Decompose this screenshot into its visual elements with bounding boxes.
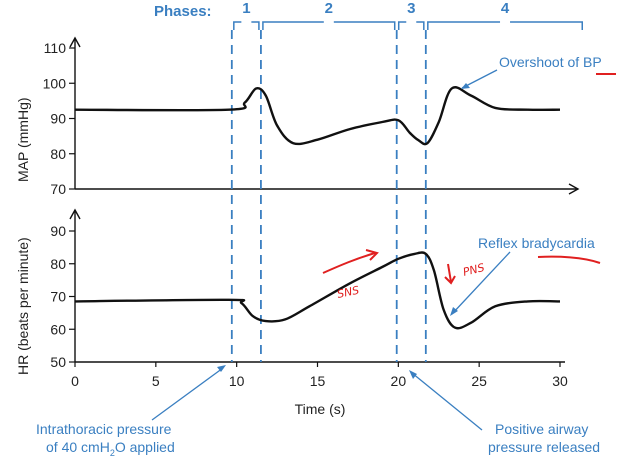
release-arrowhead: [409, 370, 417, 379]
hr-y-tick-label: 80: [50, 256, 66, 272]
phases-label: Phases:: [154, 3, 212, 20]
red-arrow-sns: [322, 252, 376, 274]
hr-y-tick-label: 70: [50, 289, 66, 305]
red-arrow-pns: [444, 263, 456, 285]
bradycardia-arrowhead: [450, 307, 458, 316]
x-tick-label: 0: [71, 373, 79, 389]
x-tick-label: 25: [471, 373, 487, 389]
intrathoracic-line2: of 40 cmH2O applied: [46, 439, 175, 458]
handwritten-sns: SNS: [336, 284, 360, 301]
phase-number: 4: [501, 0, 510, 17]
map-y-tick-label: 80: [50, 146, 66, 162]
x-tick-label: 15: [310, 373, 326, 389]
phase-brackets: 1 2 3 4: [233, 0, 583, 30]
overshoot-annotation: Overshoot of BP: [499, 54, 602, 70]
bradycardia-arrow: [451, 251, 511, 315]
hr-ylabel: HR (beats per minute): [15, 237, 31, 375]
map-axes: 70 80 90 100 110: [43, 36, 580, 197]
hr-y-tick-label: 50: [50, 354, 66, 370]
x-tick-label: 10: [229, 373, 245, 389]
phase-bracket: [397, 21, 425, 30]
x-tick-label: 20: [391, 373, 407, 389]
intrathoracic-line1: Intrathoracic pressure: [36, 421, 172, 437]
phase-number: 2: [325, 0, 333, 17]
phase-number: 3: [407, 0, 415, 17]
handwritten-pns: PNS: [462, 261, 486, 279]
hr-y-tick-label: 90: [50, 223, 66, 239]
intrathoracic-arrow: [151, 367, 224, 421]
overshoot-arrow: [461, 69, 498, 89]
phase-number: 1: [242, 0, 250, 17]
phase-bracket: [262, 21, 396, 30]
release-line1: Positive airway: [495, 421, 588, 437]
release-line2: pressure released: [488, 439, 600, 455]
map-series-line: [74, 86, 561, 146]
phase-dividers: [230, 30, 427, 362]
x-tick-label: 5: [152, 373, 160, 389]
hr-axes: 0 5 10 15 20 25 30 50 60 70 80 90: [50, 208, 568, 389]
red-arrowhead-sns: [365, 249, 379, 261]
hr-y-arrow: [69, 208, 81, 220]
map-y-tick-label: 70: [50, 181, 66, 197]
map-y-tick-label: 100: [43, 75, 67, 91]
red-underline-bradycardia: [537, 255, 601, 264]
release-arrow: [411, 372, 483, 431]
phase-bracket: [427, 21, 583, 30]
map-y-tick-label: 90: [50, 111, 66, 127]
bradycardia-annotation: Reflex bradycardia: [478, 235, 595, 251]
map-x-arrow: [568, 183, 580, 195]
x-axis-label: Time (s): [295, 401, 346, 417]
hr-y-tick-label: 60: [50, 321, 66, 337]
map-ylabel: MAP (mmHg): [15, 97, 31, 182]
phase-bracket: [233, 21, 260, 30]
map-y-arrow: [69, 36, 81, 48]
x-tick-label: 30: [552, 373, 568, 389]
overshoot-arrowhead: [461, 83, 470, 89]
hr-series-line: [74, 251, 561, 330]
map-y-tick-label: 110: [44, 40, 67, 56]
intrathoracic-arrowhead: [217, 365, 226, 372]
